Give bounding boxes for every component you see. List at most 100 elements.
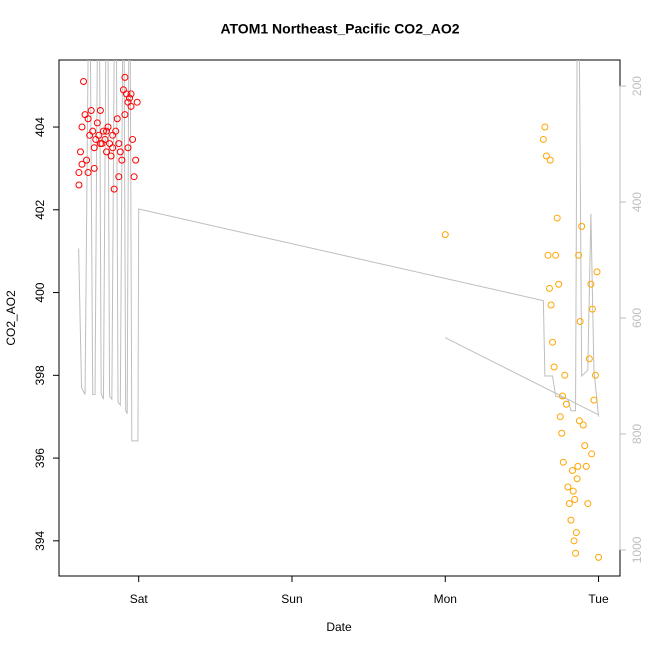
point	[541, 123, 549, 131]
point	[582, 462, 590, 470]
point	[576, 318, 584, 326]
point	[575, 251, 583, 259]
point	[556, 413, 564, 421]
point	[121, 73, 129, 81]
point	[78, 123, 86, 131]
point	[96, 140, 104, 148]
point	[109, 144, 117, 152]
point	[572, 529, 580, 537]
point	[83, 156, 91, 164]
point	[587, 280, 595, 288]
point	[588, 450, 596, 458]
point	[89, 127, 97, 135]
point	[549, 338, 557, 346]
point	[573, 475, 581, 483]
point	[101, 135, 109, 143]
point	[112, 127, 120, 135]
point	[579, 421, 587, 429]
y2-tick-label: 200	[630, 76, 644, 96]
point	[590, 396, 598, 404]
point	[574, 462, 582, 470]
point	[568, 466, 576, 474]
point	[90, 164, 98, 172]
point	[595, 553, 603, 561]
chart-title: ATOM1 Northeast_Pacific CO2_AO2	[220, 21, 459, 37]
point	[588, 305, 596, 313]
line	[78, 60, 600, 442]
point	[550, 363, 558, 371]
plot-frame	[58, 59, 621, 577]
point	[127, 102, 135, 110]
point	[106, 140, 114, 148]
point	[571, 495, 579, 503]
point	[113, 115, 121, 123]
x-tick-label: Tue	[588, 592, 609, 606]
point	[84, 169, 92, 177]
point	[109, 131, 117, 139]
point	[565, 500, 573, 508]
y2-tick-label: 1000	[630, 536, 644, 563]
point	[569, 487, 577, 495]
point	[591, 371, 599, 379]
x-tick-label: Sun	[281, 592, 302, 606]
point	[581, 442, 589, 450]
point	[84, 115, 92, 123]
point	[107, 152, 115, 160]
point	[90, 144, 98, 152]
y-tick-label: 398	[33, 365, 47, 385]
point	[132, 156, 140, 164]
point	[539, 135, 547, 143]
point	[115, 140, 123, 148]
point	[99, 127, 107, 135]
point	[119, 86, 127, 94]
plot-area	[75, 60, 603, 561]
point	[104, 123, 112, 131]
point	[558, 429, 566, 437]
point	[559, 458, 567, 466]
point	[75, 169, 83, 177]
point	[562, 400, 570, 408]
y-tick-label: 396	[33, 448, 47, 468]
point	[546, 156, 554, 164]
point	[127, 90, 135, 98]
point	[572, 549, 580, 557]
point	[553, 214, 561, 222]
point	[115, 173, 123, 181]
x-axis-label: Date	[326, 620, 352, 634]
point	[567, 516, 575, 524]
x-tick-label: Sat	[130, 592, 149, 606]
point	[542, 152, 550, 160]
point	[75, 181, 83, 189]
point	[116, 148, 124, 156]
point	[575, 417, 583, 425]
point	[547, 301, 555, 309]
y-tick-label: 404	[33, 117, 47, 137]
point	[126, 94, 134, 102]
y-tick-label: 400	[33, 282, 47, 302]
y-tick-label: 394	[33, 530, 47, 550]
point	[103, 148, 111, 156]
point	[133, 98, 141, 106]
point	[544, 251, 552, 259]
point	[570, 537, 578, 545]
y2-tick-label: 400	[630, 192, 644, 212]
point	[559, 392, 567, 400]
point	[584, 500, 592, 508]
point	[129, 135, 137, 143]
y-axis-label: CO2_AO2	[4, 290, 18, 346]
point	[130, 173, 138, 181]
point	[96, 106, 104, 114]
point	[593, 268, 601, 276]
point	[80, 78, 88, 86]
y2-tick-label: 800	[630, 424, 644, 444]
point	[95, 131, 103, 139]
x-tick-label: Mon	[434, 592, 457, 606]
point	[564, 483, 572, 491]
point	[93, 119, 101, 127]
point	[441, 231, 449, 239]
point	[578, 222, 586, 230]
y2-tick-label: 600	[630, 308, 644, 328]
point	[118, 156, 126, 164]
point	[561, 371, 569, 379]
